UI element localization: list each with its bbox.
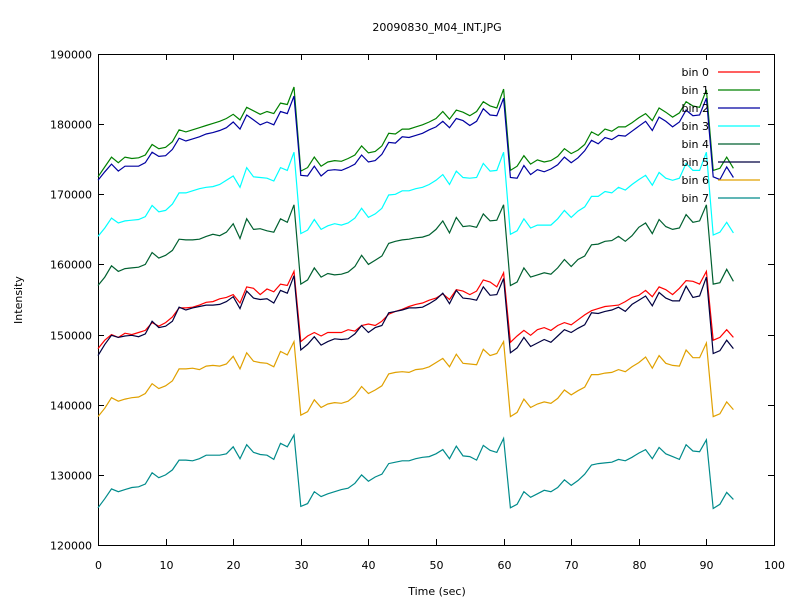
series-line-bin-2	[97, 95, 734, 181]
x-axis: 0 10 20 30 40 50 60 70 80 90 100	[95, 54, 785, 572]
series-line-bin-4	[97, 204, 734, 287]
y-axis: 120000 130000 140000 150000 160000 170000 1800…	[50, 49, 774, 553]
x-tick-label: 20	[227, 559, 241, 572]
x-tick-label: 60	[498, 559, 512, 572]
y-tick-label: 160000	[50, 259, 92, 272]
y-tick-label: 150000	[50, 330, 92, 343]
series-group	[97, 86, 734, 510]
series-line-bin-0	[97, 269, 734, 349]
series-line-bin-5	[97, 275, 734, 356]
y-tick-label: 140000	[50, 400, 92, 413]
y-axis-label: Intensity	[12, 276, 25, 324]
legend-label: bin 4	[681, 138, 709, 151]
legend-label: bin 7	[681, 192, 709, 205]
x-axis-label: Time (sec)	[407, 585, 466, 598]
series-line-bin-7	[97, 432, 734, 510]
legend-label: bin 3	[681, 120, 709, 133]
legend-label: bin 1	[681, 84, 709, 97]
legend-label: bin 6	[681, 174, 709, 187]
x-tick-label: 40	[362, 559, 376, 572]
series-line-bin-6	[97, 339, 734, 418]
legend-label: bin 0	[681, 66, 709, 79]
y-tick-label: 190000	[50, 49, 92, 62]
y-tick-label: 180000	[50, 119, 92, 132]
y-tick-label: 130000	[50, 470, 92, 483]
x-tick-label: 10	[160, 559, 174, 572]
x-tick-label: 100	[764, 559, 785, 572]
x-tick-label: 90	[700, 559, 714, 572]
y-tick-label: 170000	[50, 189, 92, 202]
series-line-bin-3	[97, 151, 734, 237]
x-tick-label: 0	[95, 559, 102, 572]
x-tick-label: 70	[565, 559, 579, 572]
x-tick-label: 50	[430, 559, 444, 572]
y-tick-label: 120000	[50, 540, 92, 553]
chart-title: 20090830_M04_INT.JPG	[372, 21, 501, 34]
legend: bin 0 bin 1 bin 2 bin 3 bin 4 bin 5 bin 6 bin 7	[681, 66, 760, 205]
x-tick-label: 80	[633, 559, 647, 572]
x-tick-label: 30	[295, 559, 309, 572]
legend-label: bin 2	[681, 102, 709, 115]
legend-label: bin 5	[681, 156, 709, 169]
series-line-bin-1	[97, 86, 734, 178]
